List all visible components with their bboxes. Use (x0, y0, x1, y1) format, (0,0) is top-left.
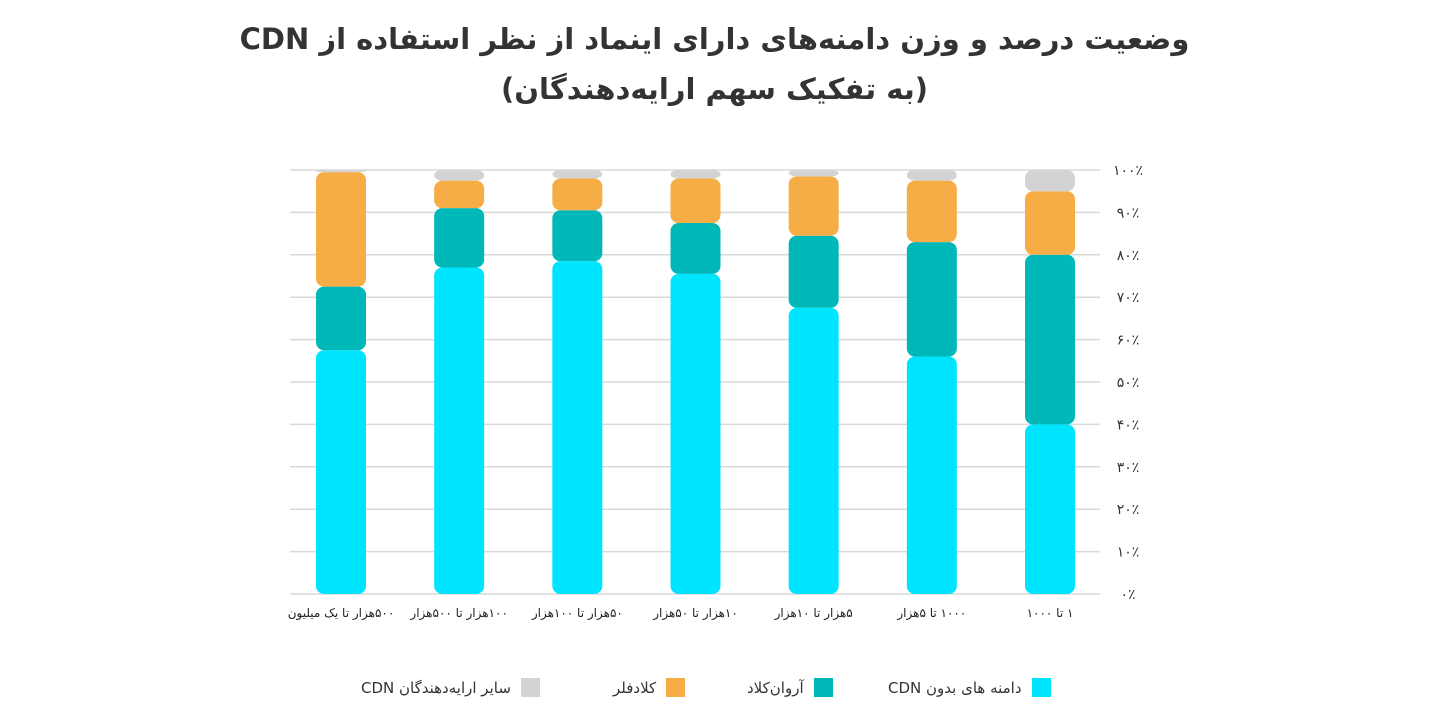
legend-swatch-arvancloud (813, 678, 833, 697)
y-tick-label: ۴۰٪ (1117, 417, 1140, 433)
y-tick-label: ۵۰٪ (1117, 375, 1140, 391)
bar-segment (316, 170, 366, 173)
legend-item-other-cdn: سایر ارایه‌دهندگان CDN (361, 678, 540, 697)
legend-label-cloudflare: کلادفلر (613, 678, 657, 697)
bar-segment (434, 267, 485, 594)
y-tick-label: ۸۰٪ (1117, 248, 1140, 264)
y-tick-label: ۷۰٪ (1117, 290, 1140, 306)
bar-segment (434, 170, 485, 181)
legend-swatch-cloudflare (666, 678, 686, 697)
bar-segment (552, 178, 603, 211)
bar-segment (434, 208, 485, 268)
bar-segment (906, 170, 957, 181)
x-category-label: ۱ تا ۱۰۰۰ (1027, 606, 1074, 620)
bar-segment (788, 307, 839, 594)
x-category-label: ۱۰۰۰ تا ۵هزار (896, 606, 966, 621)
bar-segment (316, 350, 366, 594)
legend-item-cloudflare: کلادفلر (613, 678, 686, 697)
legend-label-no-cdn: دامنه های بدون CDN (888, 678, 1022, 697)
y-tick-label: ۲۰٪ (1117, 502, 1140, 518)
bar-segment (788, 235, 839, 308)
y-tick-label: ۰٪ (1120, 587, 1135, 603)
bar-segment (1025, 191, 1075, 255)
x-category-label: ۱۰هزار تا ۵۰هزار (652, 606, 738, 621)
y-tick-label: ۹۰٪ (1117, 205, 1140, 221)
bar-segment (316, 172, 366, 287)
bar-segment (788, 176, 839, 236)
bar-segment (1025, 170, 1075, 192)
x-category-label: ۵هزار تا ۱۰هزار (774, 606, 853, 621)
bar-segment (316, 286, 366, 351)
bar-segment (788, 170, 839, 177)
bar-segment (670, 273, 721, 594)
x-category-label: ۵۰۰هزار تا یک میلیون (288, 606, 395, 621)
legend-item-no-cdn: دامنه های بدون CDN (888, 678, 1051, 697)
bar-segment (906, 356, 957, 594)
x-category-label: ۱۰۰هزار تا ۵۰۰هزار (409, 606, 507, 621)
bar-segment (1025, 424, 1075, 594)
bar-segment (670, 178, 721, 223)
chart-subtitle: (به تفکیک سهم ارایه‌دهندگان) (501, 72, 928, 106)
chart-title: وضعیت درصد و وزن دامنه‌های دارای اینماد … (239, 22, 1190, 56)
y-tick-label: ۱۰٪ (1117, 545, 1140, 561)
chart-legend: دامنه های بدون CDN آروان‌کلاد کلادفلر سا… (0, 678, 1429, 702)
legend-label-other-cdn: سایر ارایه‌دهندگان CDN (361, 678, 511, 697)
legend-label-arvancloud: آروان‌کلاد (747, 678, 804, 697)
bar-segment (670, 223, 721, 274)
bar-segment (434, 180, 485, 209)
y-tick-label: ۳۰٪ (1117, 460, 1140, 476)
legend-swatch-no-cdn (1031, 678, 1051, 697)
bar-segment (906, 242, 957, 357)
x-category-label: ۵۰هزار تا ۱۰۰هزار (531, 606, 623, 621)
bar-segment (552, 170, 603, 179)
legend-swatch-other-cdn (520, 678, 540, 697)
bar-segment (1025, 254, 1075, 425)
y-tick-label: ۶۰٪ (1117, 333, 1140, 349)
bar-segment (552, 210, 603, 262)
y-tick-label: ۱۰۰٪ (1113, 163, 1143, 179)
bar-segment (552, 261, 603, 594)
legend-item-arvancloud: آروان‌کلاد (747, 678, 833, 697)
bar-segment (670, 170, 721, 179)
bar-segment (906, 180, 957, 243)
